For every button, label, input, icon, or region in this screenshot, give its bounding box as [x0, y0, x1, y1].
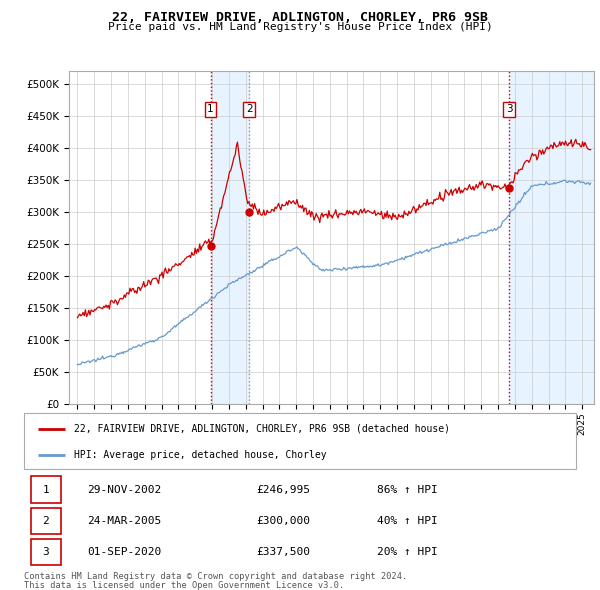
- Text: Price paid vs. HM Land Registry's House Price Index (HPI): Price paid vs. HM Land Registry's House …: [107, 22, 493, 32]
- FancyBboxPatch shape: [31, 539, 61, 565]
- Text: 29-NOV-2002: 29-NOV-2002: [88, 484, 162, 494]
- Text: £300,000: £300,000: [256, 516, 310, 526]
- Bar: [211, 71, 250, 404]
- Text: £337,500: £337,500: [256, 547, 310, 557]
- Text: 01-SEP-2020: 01-SEP-2020: [88, 547, 162, 557]
- Text: 20% ↑ HPI: 20% ↑ HPI: [377, 547, 438, 557]
- Bar: [509, 71, 594, 404]
- Text: 3: 3: [43, 547, 49, 557]
- Text: 40% ↑ HPI: 40% ↑ HPI: [377, 516, 438, 526]
- Text: 22, FAIRVIEW DRIVE, ADLINGTON, CHORLEY, PR6 9SB (detached house): 22, FAIRVIEW DRIVE, ADLINGTON, CHORLEY, …: [74, 424, 449, 434]
- Text: 1: 1: [207, 104, 214, 114]
- Text: HPI: Average price, detached house, Chorley: HPI: Average price, detached house, Chor…: [74, 450, 326, 460]
- FancyBboxPatch shape: [31, 476, 61, 503]
- Text: 22, FAIRVIEW DRIVE, ADLINGTON, CHORLEY, PR6 9SB: 22, FAIRVIEW DRIVE, ADLINGTON, CHORLEY, …: [112, 11, 488, 24]
- Text: 3: 3: [506, 104, 512, 114]
- Text: £246,995: £246,995: [256, 484, 310, 494]
- Text: 1: 1: [43, 484, 49, 494]
- Text: This data is licensed under the Open Government Licence v3.0.: This data is licensed under the Open Gov…: [24, 581, 344, 589]
- Text: 2: 2: [246, 104, 253, 114]
- FancyBboxPatch shape: [31, 507, 61, 534]
- Text: 24-MAR-2005: 24-MAR-2005: [88, 516, 162, 526]
- Text: 2: 2: [43, 516, 49, 526]
- FancyBboxPatch shape: [24, 413, 576, 469]
- Text: Contains HM Land Registry data © Crown copyright and database right 2024.: Contains HM Land Registry data © Crown c…: [24, 572, 407, 581]
- Text: 86% ↑ HPI: 86% ↑ HPI: [377, 484, 438, 494]
